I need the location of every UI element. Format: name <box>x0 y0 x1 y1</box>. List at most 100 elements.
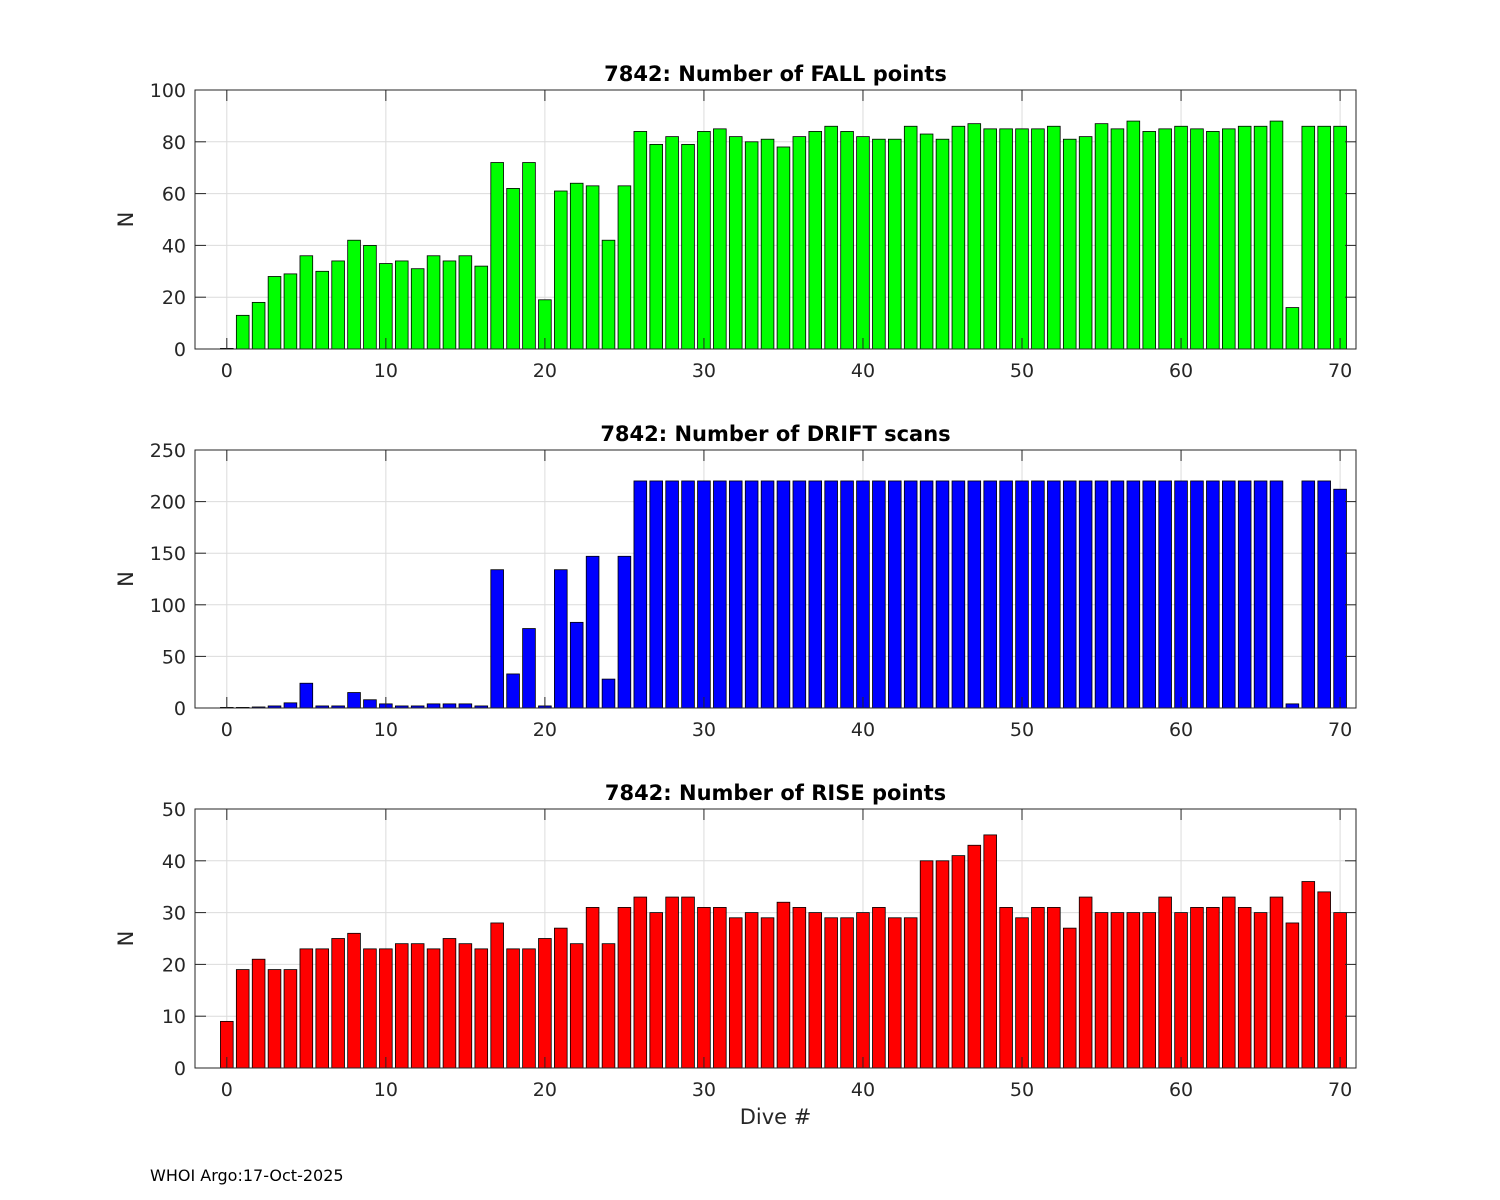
bar-dive-27 <box>649 480 663 709</box>
bar-dive-67 <box>1285 307 1300 350</box>
bar-dive-47 <box>967 480 982 709</box>
bar-dive-69 <box>1317 480 1331 709</box>
bar-dive-64 <box>1237 907 1252 1069</box>
bar-dive-22 <box>569 182 584 350</box>
bar-dive-64 <box>1237 480 1252 709</box>
bar-dive-28 <box>665 896 679 1069</box>
bar-dive-41 <box>872 480 886 709</box>
bar-dive-19 <box>522 628 536 709</box>
y-tick-label: 50 <box>162 646 186 668</box>
y-tick-label: 40 <box>162 851 186 873</box>
x-tick-label: 30 <box>692 360 716 382</box>
bar-dive-29 <box>681 480 695 709</box>
bar-dive-15 <box>458 943 473 1069</box>
bar-dive-41 <box>872 907 886 1069</box>
bar-dive-66 <box>1269 120 1284 350</box>
y-tick-label: 0 <box>174 698 186 720</box>
y-tick-label: 20 <box>162 954 186 976</box>
x-tick-label: 10 <box>374 719 398 741</box>
bar-dive-53 <box>1062 480 1077 709</box>
bar-dive-18 <box>506 188 520 350</box>
bar-dive-46 <box>951 855 966 1069</box>
axes-frame <box>194 808 1357 1069</box>
bar-dive-59 <box>1158 128 1172 350</box>
bar-dive-51 <box>1031 907 1045 1069</box>
bar-dive-45 <box>935 138 950 350</box>
bar-dive-58 <box>1142 480 1157 709</box>
bar-dive-38 <box>824 480 838 709</box>
bar-dive-51 <box>1031 128 1045 350</box>
bar-dive-60 <box>1174 912 1188 1069</box>
bar-dive-14 <box>442 938 457 1069</box>
bar-dive-68 <box>1301 125 1316 350</box>
bar-dive-35 <box>776 480 791 709</box>
bar-dive-38 <box>824 125 838 350</box>
bar-dive-33 <box>744 141 759 350</box>
bar-dive-26 <box>633 896 648 1069</box>
bar-dive-13 <box>426 948 441 1069</box>
bar-dive-15 <box>458 703 473 709</box>
bar-dive-67 <box>1285 922 1300 1069</box>
chart-title: 7842: Number of FALL points <box>604 62 947 86</box>
bar-dive-45 <box>935 860 950 1069</box>
bar-dive-13 <box>426 703 441 709</box>
bar-dive-20 <box>538 938 552 1069</box>
x-tick-label: 0 <box>221 1079 233 1101</box>
bar-dive-21 <box>554 927 568 1069</box>
x-tick-label: 50 <box>1010 1079 1034 1101</box>
bar-dive-36 <box>792 136 807 350</box>
bar-dive-46 <box>951 480 966 709</box>
bar-dive-50 <box>1015 128 1029 350</box>
x-tick-label: 60 <box>1169 719 1193 741</box>
y-axis-label: N <box>114 571 138 587</box>
bar-dive-38 <box>824 917 838 1069</box>
bar-dive-56 <box>1110 128 1125 350</box>
bar-dive-4 <box>283 969 298 1069</box>
bar-dive-28 <box>665 136 679 350</box>
bar-dive-65 <box>1253 125 1268 350</box>
bar-dive-40 <box>856 480 870 709</box>
bar-dive-3 <box>267 969 282 1069</box>
bar-dive-46 <box>951 125 966 350</box>
bar-dive-26 <box>633 131 648 350</box>
bar-dive-16 <box>474 265 489 350</box>
x-tick-label: 50 <box>1010 360 1034 382</box>
bar-dive-69 <box>1317 891 1331 1069</box>
bar-dive-42 <box>888 917 902 1069</box>
bar-dive-14 <box>442 703 457 709</box>
bar-dive-55 <box>1094 123 1109 350</box>
bar-dive-32 <box>728 480 743 709</box>
bar-dive-21 <box>554 569 568 709</box>
bar-dive-39 <box>840 131 854 350</box>
x-tick-label: 70 <box>1328 1079 1352 1101</box>
bar-dive-8 <box>347 692 361 709</box>
bar-dive-15 <box>458 255 473 350</box>
y-tick-label: 200 <box>150 492 186 514</box>
bar-dive-54 <box>1078 480 1093 709</box>
bar-dive-52 <box>1047 125 1061 350</box>
bar-dive-60 <box>1174 480 1188 709</box>
bar-dive-67 <box>1285 703 1300 709</box>
bar-dive-44 <box>919 133 934 350</box>
y-tick-label: 40 <box>162 235 186 257</box>
bar-dive-23 <box>585 907 600 1069</box>
bar-dive-43 <box>903 480 918 709</box>
axes-frame <box>194 449 1357 709</box>
bar-dive-34 <box>760 917 775 1069</box>
bar-dive-26 <box>633 480 648 709</box>
bar-dive-4 <box>283 702 298 709</box>
bar-dive-1 <box>235 314 250 350</box>
chart-title: 7842: Number of RISE points <box>605 781 946 805</box>
x-axis-label: Dive # <box>740 1105 812 1129</box>
chart-panel-2: 0 10 20 30 40 50 60 70 0 50 100 150 200 250 7842: Numb… <box>114 422 1357 741</box>
x-tick-label: 30 <box>692 719 716 741</box>
y-tick-label: 100 <box>150 595 186 617</box>
x-tick-label: 20 <box>533 1079 557 1101</box>
bar-dive-36 <box>792 907 807 1069</box>
bar-dive-27 <box>649 143 663 350</box>
bar-dive-9 <box>363 699 377 709</box>
y-tick-label: 150 <box>150 543 186 565</box>
bar-dive-13 <box>426 255 441 350</box>
bar-dive-61 <box>1190 128 1204 350</box>
bar-dive-10 <box>379 263 393 350</box>
